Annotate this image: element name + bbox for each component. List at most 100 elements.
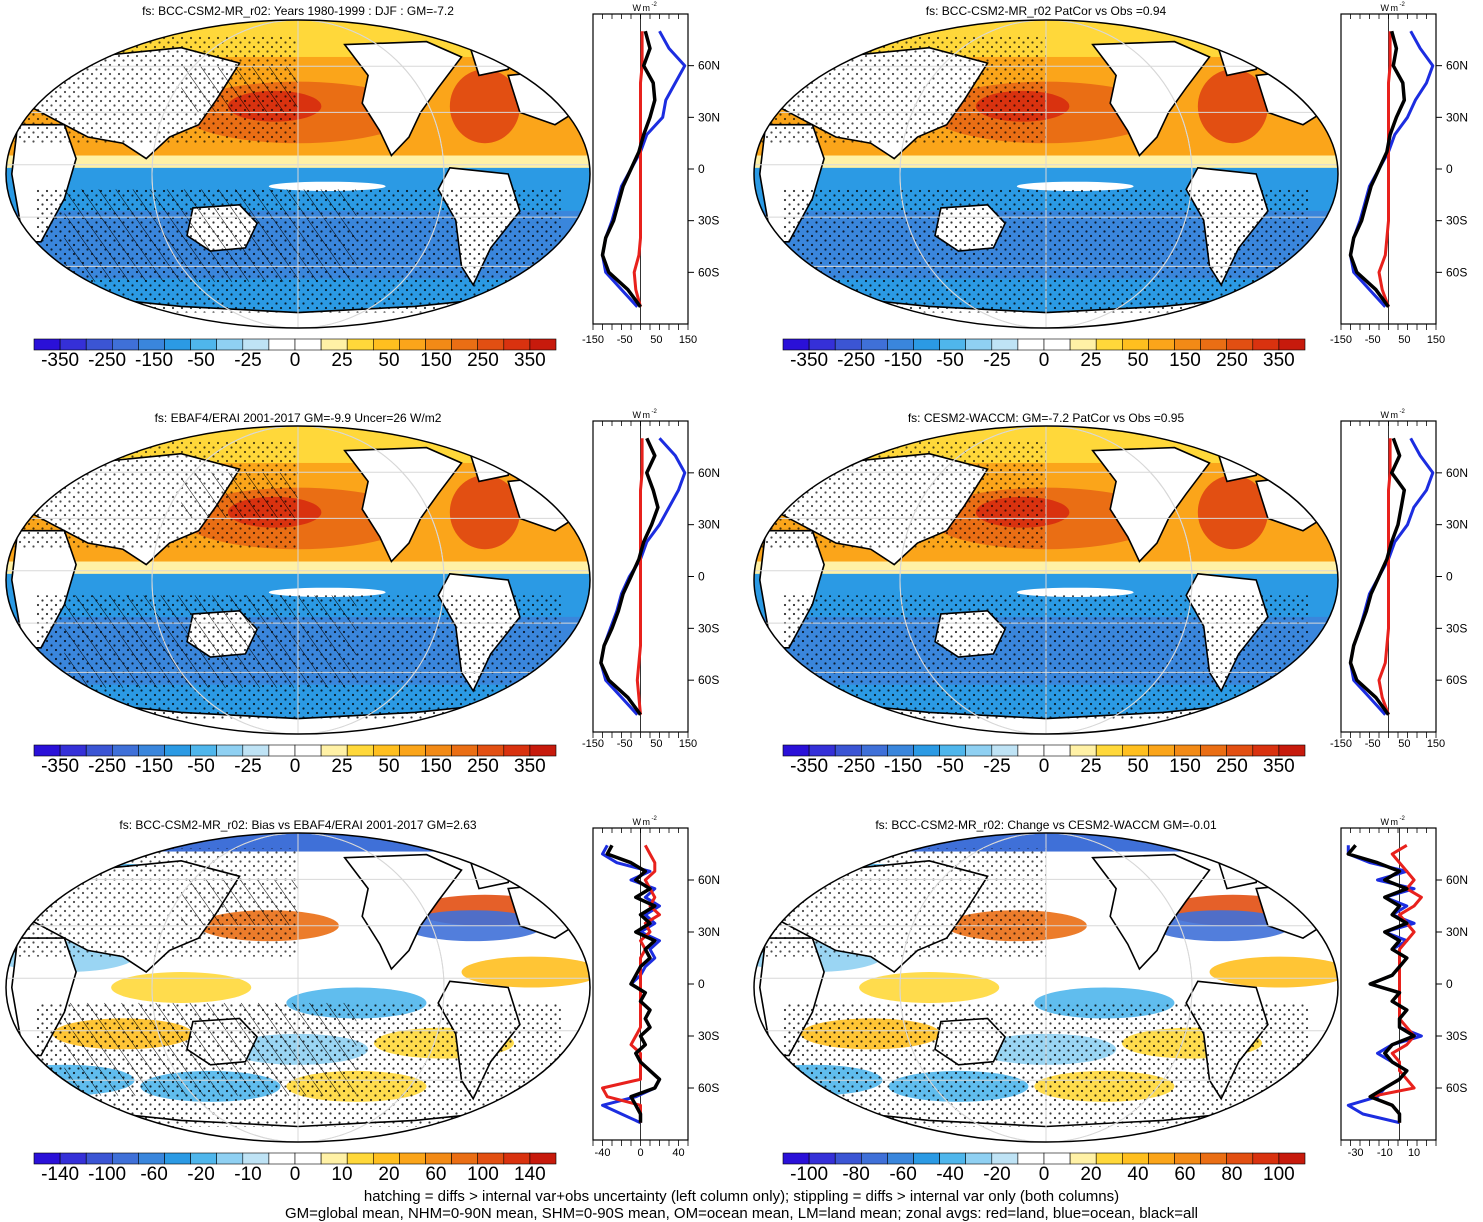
lat-tick-label: 30N xyxy=(1446,518,1468,532)
colorbar-swatch xyxy=(347,745,373,756)
panel-bottom-right: fs: BCC-CSM2-MR_r02: Change vs CESM2-WAC… xyxy=(742,816,1468,1185)
colorbar-swatch xyxy=(60,1153,86,1164)
colorbar-swatch xyxy=(138,745,164,756)
colorbar-swatch xyxy=(112,1153,138,1164)
colorbar-swatch xyxy=(504,745,530,756)
zonal-x-tick-label: 0 xyxy=(637,1147,643,1159)
colorbar-swatch xyxy=(809,745,835,756)
zonal-x-tick-label: -150 xyxy=(1330,334,1352,346)
colorbar-swatch xyxy=(914,745,940,756)
colorbar-swatch xyxy=(399,745,425,756)
colorbar-label: 0 xyxy=(290,1164,301,1185)
colorbar-swatch xyxy=(530,745,556,756)
colorbar-label: -80 xyxy=(842,1164,869,1185)
lat-tick-label: 30S xyxy=(1446,1029,1467,1043)
colorbar-swatch xyxy=(992,339,1018,350)
colorbar-swatch xyxy=(783,339,809,350)
hatching xyxy=(64,189,356,281)
colorbar-label: 140 xyxy=(514,1164,546,1185)
colorbar-swatch xyxy=(34,1153,60,1164)
map-field xyxy=(6,426,590,740)
colorbar-swatch xyxy=(1070,745,1096,756)
zonal-x-tick-label: -50 xyxy=(617,738,633,750)
colorbar-swatch xyxy=(1044,339,1070,350)
lat-tick-label: 60S xyxy=(698,673,719,687)
zonal-x-tick-label: -150 xyxy=(582,334,604,346)
colorbar-swatch xyxy=(1096,745,1122,756)
colorbar-swatch xyxy=(835,339,861,350)
colorbar-label: -40 xyxy=(936,1164,963,1185)
zonal-x-tick-label: -10 xyxy=(1377,1147,1393,1159)
lat-tick-label: 60N xyxy=(1446,59,1468,73)
colorbar-swatch xyxy=(426,1153,452,1164)
colorbar-swatch xyxy=(1018,339,1044,350)
colorbar-swatch xyxy=(321,1153,347,1164)
colorbar-swatch xyxy=(373,745,399,756)
zonal-unit-label: W xyxy=(1381,410,1390,420)
colorbar-swatch xyxy=(1148,339,1174,350)
colorbar-label: 50 xyxy=(1127,350,1148,371)
lat-tick-label: 60S xyxy=(1446,1081,1467,1095)
colorbar-swatch xyxy=(530,339,556,350)
colorbar-swatch xyxy=(217,745,243,756)
panel-title: fs: BCC-CSM2-MR_r02: Bias vs EBAF4/ERAI … xyxy=(119,818,476,832)
lat-tick-label: 60N xyxy=(1446,873,1468,887)
colorbar-swatch xyxy=(966,745,992,756)
colorbar-swatch xyxy=(34,339,60,350)
colorbar-swatch xyxy=(165,745,191,756)
lat-tick-label: 60N xyxy=(1446,466,1468,480)
colorbar-swatch xyxy=(1227,1153,1253,1164)
colorbar-swatch xyxy=(112,339,138,350)
colorbar-label: -100 xyxy=(88,1164,126,1185)
zonal-x-tick-label: 50 xyxy=(1398,738,1410,750)
panel-title: fs: CESM2-WACCM: GM=-7.2 PatCor vs Obs =… xyxy=(908,411,1185,425)
zonal-x-tick-label: -150 xyxy=(582,738,604,750)
zonal-x-tick-label: -50 xyxy=(617,334,633,346)
colorbar-swatch xyxy=(1148,1153,1174,1164)
colorbar-label: 25 xyxy=(1080,756,1101,777)
zonal-x-tick-label: 50 xyxy=(650,334,662,346)
colorbar-swatch xyxy=(191,745,217,756)
colorbar-swatch xyxy=(426,745,452,756)
colorbar-swatch xyxy=(269,745,295,756)
colorbar-label: 0 xyxy=(1039,350,1050,371)
colorbar-swatch xyxy=(887,339,913,350)
map-field xyxy=(754,426,1338,740)
colorbar-label: -250 xyxy=(88,756,126,777)
hatching xyxy=(64,595,356,687)
colorbar-swatch xyxy=(783,1153,809,1164)
lat-tick-label: 30N xyxy=(1446,925,1468,939)
colorbar-label: -150 xyxy=(135,350,173,371)
colorbar-swatch xyxy=(1175,1153,1201,1164)
footnote-line-1: hatching = diffs > internal var+obs unce… xyxy=(0,1188,1483,1205)
colorbar-swatch xyxy=(861,1153,887,1164)
colorbar-swatch xyxy=(1253,745,1279,756)
colorbar-swatch xyxy=(992,745,1018,756)
colorbar-swatch xyxy=(1279,745,1305,756)
lat-tick-label: 0 xyxy=(1446,977,1453,991)
colorbar-swatch xyxy=(861,745,887,756)
colorbar-swatch xyxy=(60,745,86,756)
colorbar-swatch xyxy=(1148,745,1174,756)
lat-tick-label: 0 xyxy=(1446,570,1453,584)
lat-tick-label: 60S xyxy=(698,1081,719,1095)
colorbar-label: 20 xyxy=(378,1164,399,1185)
zonal-x-tick-label: 50 xyxy=(1398,334,1410,346)
colorbar-swatch xyxy=(1175,745,1201,756)
lat-tick-label: 60S xyxy=(1446,673,1467,687)
lat-tick-label: 30N xyxy=(698,925,720,939)
panel-title: fs: BCC-CSM2-MR_r02 PatCor vs Obs =0.94 xyxy=(926,4,1167,18)
panel-top-right: fs: BCC-CSM2-MR_r02 PatCor vs Obs =0.94 -… xyxy=(754,2,1468,371)
zonal-x-tick-label: 150 xyxy=(679,738,697,750)
colorbar-label: 50 xyxy=(378,350,399,371)
colorbar-label: 0 xyxy=(1039,1164,1050,1185)
colorbar-label: -50 xyxy=(936,350,963,371)
colorbar-swatch xyxy=(835,745,861,756)
colorbar-swatch xyxy=(887,1153,913,1164)
colorbar-swatch xyxy=(992,1153,1018,1164)
colorbar-swatch xyxy=(1122,339,1148,350)
colorbar-swatch xyxy=(452,745,478,756)
zonal-x-tick-label: 40 xyxy=(672,1147,684,1159)
zonal-unit-label: m xyxy=(1391,3,1399,13)
colorbar-label: 150 xyxy=(420,756,452,777)
